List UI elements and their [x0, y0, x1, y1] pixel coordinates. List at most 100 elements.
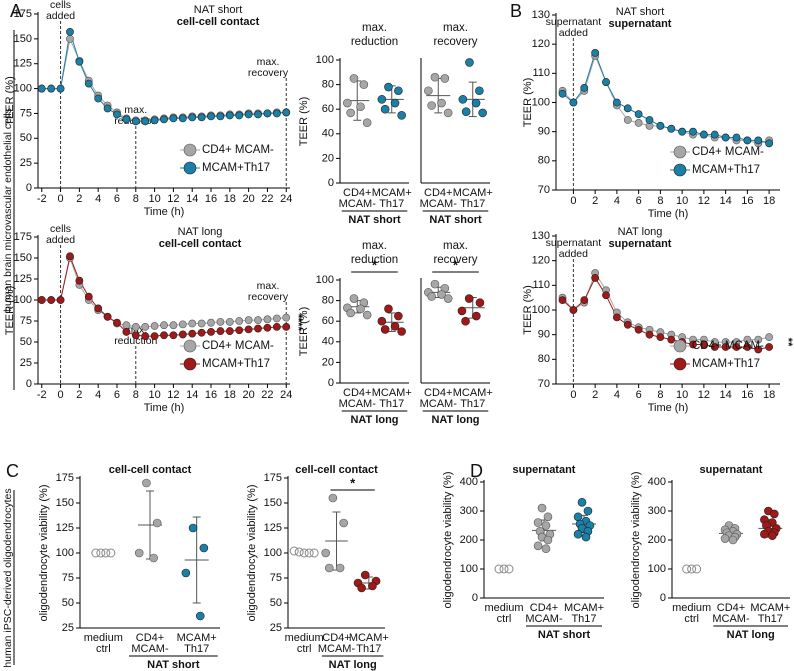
y-axis-label: oligodendrocyte viability (%) — [38, 485, 50, 622]
data-point — [244, 110, 253, 119]
annotation-label: supernatant — [546, 16, 602, 28]
x-tick-label: 12 — [167, 389, 179, 401]
y-tick-label: 100 — [460, 563, 478, 575]
data-point — [397, 111, 406, 120]
x-tick-label: 0 — [58, 389, 64, 401]
x-tick-label: -2 — [37, 193, 47, 205]
legend-marker — [673, 163, 687, 177]
data-point — [678, 127, 687, 136]
significance: * — [372, 257, 378, 272]
annotation-label: added — [46, 234, 75, 246]
annotation-label: supernatant — [546, 237, 602, 249]
data-point — [754, 335, 763, 344]
x-tick-label: 8 — [657, 389, 663, 401]
x-tick-label: 18 — [763, 195, 775, 207]
x-tick-label: 10 — [676, 389, 688, 401]
x-tick-label: 0 — [570, 389, 576, 401]
x-tick-label: medium — [84, 632, 123, 644]
data-point — [282, 313, 291, 322]
data-point — [84, 292, 93, 301]
panel-title: reduction — [351, 254, 398, 266]
legend-marker — [673, 357, 687, 371]
data-point — [768, 531, 777, 540]
y-tick-label: 80 — [322, 79, 334, 91]
x-tick-label: Th17 — [184, 643, 209, 655]
data-point — [84, 79, 93, 88]
data-point — [765, 343, 774, 351]
y-tick-label: 75 — [62, 572, 74, 584]
x-tick-label: 0 — [58, 193, 64, 205]
data-point — [304, 548, 314, 558]
data-point — [721, 133, 730, 142]
data-point — [160, 331, 168, 340]
y-tick-label: 20 — [322, 152, 334, 164]
data-point — [254, 110, 262, 119]
series-line — [562, 51, 770, 144]
data-point — [440, 74, 450, 83]
data-point — [543, 512, 553, 522]
data-point — [37, 84, 46, 93]
data-point — [197, 319, 206, 328]
data-point — [66, 27, 74, 36]
annotation-label: cells — [50, 0, 71, 11]
y-axis-label: TEER (%) — [298, 307, 310, 357]
data-point — [282, 322, 291, 331]
annotation-label: max. — [124, 104, 147, 116]
y-tick-label: 110 — [532, 67, 550, 79]
chart-title: NAT short — [616, 6, 665, 18]
data-point — [343, 98, 352, 108]
y-tick-label: 90 — [538, 329, 550, 341]
y-tick-label: 0 — [26, 378, 32, 390]
x-tick-label: 2 — [592, 195, 598, 207]
group-label: NAT short — [538, 629, 591, 641]
y-axis-label: TEER (%) — [522, 285, 534, 335]
x-tick-label: medium — [672, 602, 711, 614]
y-tick-label: 150 — [14, 252, 32, 264]
x-tick-label: MCAM+ — [372, 387, 412, 399]
y-tick-label: 25 — [20, 357, 32, 369]
data-point — [687, 564, 697, 574]
x-tick-label: MCAM- — [339, 398, 377, 410]
data-point — [362, 118, 372, 128]
group-label: NAT long — [350, 414, 398, 426]
data-point — [437, 290, 446, 299]
chart-subtitle: supernatant — [609, 18, 672, 30]
data-point — [169, 321, 178, 330]
y-tick-label: 90 — [538, 126, 550, 138]
legend-label: MCAM+Th17 — [202, 358, 270, 370]
x-tick-label: 14 — [186, 389, 198, 401]
group-label: NAT short — [348, 214, 401, 226]
data-point — [689, 340, 697, 349]
data-point — [656, 333, 665, 342]
data-point — [178, 330, 187, 339]
data-point — [197, 328, 206, 337]
data-point — [472, 311, 481, 321]
data-point — [384, 304, 393, 314]
data-point — [141, 322, 150, 331]
y-axis-label: oligodendrocyte viability (%) — [246, 485, 258, 622]
y-tick-label: 70 — [538, 378, 550, 390]
data-point — [721, 343, 730, 351]
x-tick-label: 20 — [243, 193, 255, 205]
x-tick-label: Th17 — [460, 198, 485, 210]
y-tick-label: 50 — [20, 336, 32, 348]
data-point — [430, 72, 440, 82]
data-point — [499, 564, 509, 574]
data-point — [458, 95, 468, 104]
x-tick-label: 4 — [95, 193, 101, 205]
data-point — [732, 343, 741, 351]
data-point — [377, 95, 387, 104]
x-tick-label: 14 — [720, 389, 732, 401]
y-tick-label: 75 — [20, 315, 32, 327]
x-tick-label: 24 — [280, 193, 292, 205]
legend-label: MCAM+Th17 — [692, 164, 760, 176]
data-point — [699, 130, 708, 139]
data-point — [427, 101, 436, 110]
x-tick-label: CD4+ — [136, 632, 164, 644]
y-tick-label: 200 — [460, 534, 478, 546]
x-tick-label: MCAM- — [420, 198, 458, 210]
data-point — [612, 98, 621, 107]
annotation-label: cells — [50, 223, 71, 235]
y-tick-label: 100 — [316, 54, 334, 66]
data-point — [390, 322, 400, 331]
